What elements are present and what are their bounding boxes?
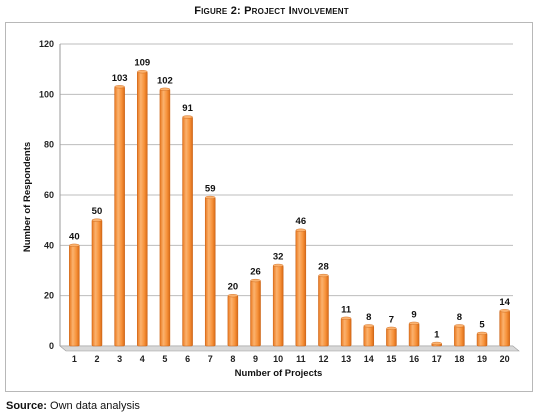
bar-cap-10 [272,263,284,268]
data-label-5: 102 [157,75,173,86]
data-label-12: 28 [318,262,329,273]
data-label-6: 91 [182,103,193,114]
data-label-18: 8 [457,312,462,323]
x-tick-label-8: 8 [230,354,235,364]
x-tick-label-12: 12 [318,354,328,364]
source-text: Own data analysis [46,400,140,412]
x-axis-label: Number of Projects [235,368,323,379]
data-label-7: 59 [205,184,216,195]
bar-10 [272,265,284,347]
bar-4 [137,71,148,347]
y-axis-label: Number of Respondents [22,142,33,252]
bar-15 [386,328,397,347]
bar-6 [182,116,193,347]
labels: 0204060801001204015021033109410259165972… [39,39,511,364]
bar-18 [454,325,465,347]
x-tick-label-7: 7 [208,354,213,364]
x-tick-label-3: 3 [117,354,122,364]
x-tick-label-1: 1 [72,354,77,364]
bar-cap-1 [69,243,80,247]
bar-20 [499,310,510,347]
bar-cap-12 [318,273,329,278]
x-tick-label-15: 15 [386,354,396,364]
data-label-10: 32 [273,251,284,262]
y-tick-label-0: 0 [49,341,54,351]
bar-cap-4 [137,70,148,74]
data-label-4: 109 [134,58,150,69]
bar-11 [295,229,307,347]
bar-19 [476,333,488,347]
bar-2 [91,219,103,347]
bar-3 [114,86,125,347]
bar-cap-5 [159,87,171,91]
figure-title: Figure 2: Project Involvement [194,5,349,17]
data-label-8: 20 [228,282,239,293]
data-label-2: 50 [92,206,103,217]
x-tick-label-9: 9 [253,354,258,364]
bar-cap-9 [250,278,261,283]
bar-cap-11 [295,228,307,232]
x-tick-label-20: 20 [500,354,510,364]
source-note: Source: Own data analysis [6,400,140,412]
y-tick-label-20: 20 [44,291,54,301]
bar-cap-18 [454,324,465,328]
bar-cap-3 [114,85,125,89]
data-label-15: 7 [389,314,394,325]
bar-cap-14 [363,324,374,328]
x-tick-label-4: 4 [140,354,145,364]
bar-cap-20 [499,309,510,313]
y-tick-label-60: 60 [44,190,54,200]
bar-5 [159,89,171,347]
chart-floor [59,345,520,352]
x-tick-label-5: 5 [162,354,167,364]
bar-cap-19 [476,331,488,336]
bar-cap-15 [386,326,397,330]
x-tick-label-6: 6 [185,354,190,364]
data-label-9: 26 [250,267,261,278]
y-tick-label-100: 100 [39,89,54,99]
x-tick-label-10: 10 [273,354,283,364]
bar-14 [363,325,375,347]
source-label: Source: [6,400,47,412]
gridlines [60,43,513,347]
x-tick-label-16: 16 [409,354,419,364]
y-tick-label-40: 40 [44,240,54,250]
axes [59,44,520,352]
bar-7 [204,197,216,347]
y-tick-label-80: 80 [44,140,54,150]
x-tick-label-18: 18 [454,354,464,364]
bars [69,70,510,347]
data-label-13: 11 [341,304,352,315]
x-tick-label-17: 17 [432,354,442,364]
data-label-11: 46 [296,216,307,227]
bar-cap-8 [227,294,239,298]
bar-1 [69,245,80,347]
bar-cap-6 [182,115,193,119]
bar-13 [340,318,352,347]
data-label-20: 14 [499,297,510,308]
bar-cap-16 [408,321,420,325]
bar-cap-7 [205,195,216,200]
x-tick-label-13: 13 [341,354,351,364]
bar-16 [408,323,420,347]
bar-9 [250,280,261,347]
y-tick-label-120: 120 [39,39,54,49]
data-label-3: 103 [112,73,128,84]
data-label-16: 9 [411,309,416,320]
data-label-17: 1 [434,329,440,340]
bar-cap-13 [340,316,352,320]
data-label-1: 40 [69,231,80,242]
data-label-14: 8 [366,312,371,323]
x-tick-label-14: 14 [364,354,374,364]
x-tick-label-2: 2 [94,354,99,364]
bar-cap-17 [431,341,442,346]
bar-8 [227,295,239,347]
data-label-19: 5 [479,319,485,330]
bar-12 [318,275,329,347]
bar-cap-2 [91,218,103,222]
x-tick-label-19: 19 [477,354,487,364]
x-tick-label-11: 11 [296,354,306,364]
